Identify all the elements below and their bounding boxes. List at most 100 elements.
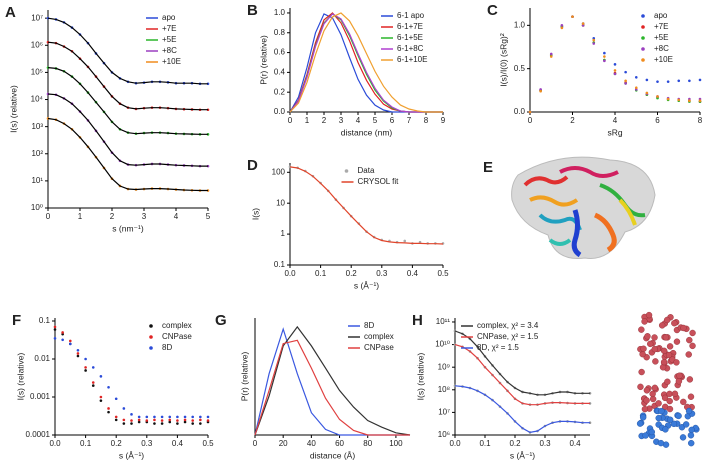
data-point bbox=[84, 369, 87, 372]
y-tick-label: 0.1 bbox=[274, 260, 286, 269]
data-point bbox=[183, 415, 187, 419]
y-tick-label: 10⁷ bbox=[31, 13, 43, 22]
bead bbox=[648, 428, 655, 436]
bead bbox=[688, 426, 695, 434]
legend-marker bbox=[344, 169, 349, 173]
legend-label: 8D, χ² = 1.5 bbox=[477, 343, 519, 352]
data-line bbox=[254, 339, 410, 436]
data-point bbox=[91, 384, 95, 387]
data-point bbox=[560, 26, 564, 30]
legend-label: apo bbox=[162, 13, 176, 22]
y-tick-label: 1.0 bbox=[274, 8, 286, 17]
data-line bbox=[454, 344, 590, 406]
panel-label: A bbox=[5, 4, 16, 21]
panel-label: F bbox=[12, 312, 21, 329]
legend-label: +8C bbox=[654, 44, 669, 53]
y-tick-label: 100 bbox=[272, 167, 286, 176]
x-tick-label: 0.1 bbox=[80, 439, 92, 448]
x-tick-label: 4 bbox=[356, 116, 361, 125]
x-tick-label: 0 bbox=[253, 439, 258, 448]
panel-label: G bbox=[215, 312, 227, 329]
data-point bbox=[698, 78, 702, 82]
data-point bbox=[688, 99, 691, 103]
data-point bbox=[99, 375, 103, 378]
bead bbox=[680, 398, 687, 406]
data-point bbox=[76, 352, 80, 355]
legend-label: 8D bbox=[162, 343, 172, 352]
x-tick-label: 1 bbox=[78, 212, 83, 221]
data-point bbox=[84, 357, 87, 361]
bead bbox=[666, 343, 674, 350]
y-tick-label: 0.6 bbox=[274, 48, 286, 57]
x-axis-title: s (Å⁻¹) bbox=[510, 450, 535, 460]
y-tick-label: 10 bbox=[276, 198, 285, 207]
bead bbox=[687, 393, 695, 400]
legend-label: +8C bbox=[162, 46, 177, 55]
data-point bbox=[145, 419, 149, 422]
x-tick-label: 0.4 bbox=[172, 439, 184, 448]
y-tick-label: 10⁶ bbox=[31, 40, 43, 49]
x-axis-title: distance (Å) bbox=[310, 450, 356, 460]
y-tick-label: 0.0 bbox=[274, 107, 286, 116]
bead-model bbox=[636, 311, 700, 448]
data-point bbox=[168, 420, 172, 424]
legend-marker bbox=[149, 324, 153, 328]
x-tick-label: 8 bbox=[424, 116, 429, 125]
x-tick-label: 80 bbox=[363, 439, 372, 448]
data-point bbox=[176, 415, 179, 419]
x-tick-label: 0.0 bbox=[449, 439, 461, 448]
bead bbox=[689, 342, 696, 350]
bead bbox=[638, 326, 645, 333]
data-point bbox=[634, 76, 638, 79]
x-tick-label: 0.3 bbox=[376, 269, 388, 278]
legend-label: 6-1 apo bbox=[397, 11, 425, 20]
bead bbox=[673, 338, 681, 345]
legend-label: CRYSOL fit bbox=[358, 177, 400, 186]
y-tick-label: 10³ bbox=[31, 122, 43, 131]
legend-label: 8D bbox=[364, 321, 374, 330]
data-point bbox=[528, 110, 532, 114]
data-point bbox=[677, 79, 681, 83]
panel-label: B bbox=[247, 2, 258, 19]
x-tick-label: 0.0 bbox=[284, 269, 296, 278]
legend-marker bbox=[641, 47, 645, 51]
legend-label: complex bbox=[162, 321, 192, 330]
x-tick-label: 60 bbox=[335, 439, 344, 448]
data-point bbox=[107, 407, 110, 410]
data-point bbox=[592, 38, 596, 42]
data-point bbox=[183, 420, 187, 424]
bead bbox=[643, 397, 650, 404]
data-point bbox=[191, 415, 194, 419]
bead bbox=[660, 347, 668, 355]
y-tick-label: 10⁶ bbox=[438, 430, 450, 439]
bead bbox=[675, 378, 683, 385]
x-tick-label: 3 bbox=[142, 212, 147, 221]
data-line bbox=[289, 13, 443, 113]
bead bbox=[657, 439, 665, 447]
x-tick-label: 2 bbox=[110, 212, 115, 221]
data-point bbox=[53, 337, 57, 340]
legend-label: CNPase, χ² = 1.5 bbox=[477, 332, 539, 341]
data-point bbox=[91, 366, 95, 369]
data-point bbox=[199, 418, 202, 422]
data-point bbox=[114, 418, 118, 422]
x-tick-label: 6 bbox=[390, 116, 395, 125]
data-point bbox=[91, 381, 95, 384]
x-tick-label: 20 bbox=[279, 439, 288, 448]
bead bbox=[651, 345, 658, 353]
data-point bbox=[191, 422, 194, 425]
y-tick-label: 10¹ bbox=[31, 176, 43, 185]
x-tick-label: 0 bbox=[46, 212, 51, 221]
data-point bbox=[153, 418, 156, 422]
x-axis-title: distance (nm) bbox=[341, 127, 393, 137]
x-tick-label: 4 bbox=[174, 212, 179, 221]
bead bbox=[639, 414, 647, 421]
x-tick-label: 0.5 bbox=[437, 269, 449, 278]
data-point bbox=[191, 419, 194, 422]
x-tick-label: 0 bbox=[528, 116, 533, 125]
panel-label: D bbox=[247, 157, 258, 174]
data-point bbox=[613, 72, 617, 76]
bead bbox=[686, 376, 694, 383]
data-point bbox=[122, 407, 126, 410]
data-point bbox=[69, 339, 72, 343]
